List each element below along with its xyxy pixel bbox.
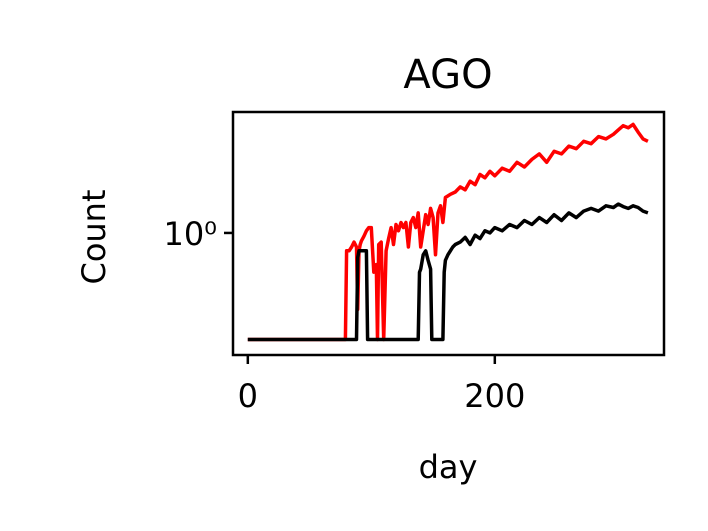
x-tick-label: 0 (238, 377, 258, 415)
x-axis-label: day (419, 448, 478, 486)
y-tick-label: 10⁰ (163, 215, 217, 253)
series-line-2 (247, 202, 649, 342)
y-axis: 10⁰ (163, 215, 233, 253)
series-line-1 (247, 122, 649, 342)
plot-frame (231, 110, 666, 357)
chart-title: AGO (403, 52, 492, 98)
x-axis: 0 200 (238, 355, 525, 415)
series-layer (247, 122, 649, 342)
y-axis-label: Count (75, 189, 113, 284)
x-tick-label: 200 (464, 377, 525, 415)
